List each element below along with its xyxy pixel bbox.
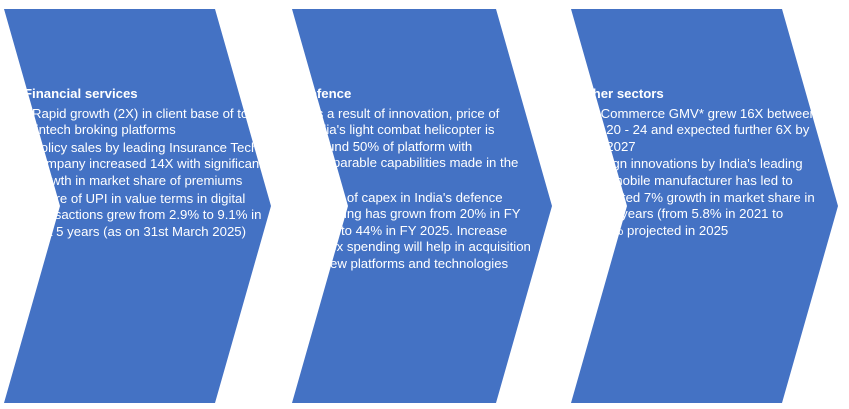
panel-financial-services: Financial services Rapid growth (2X) in … [24, 86, 270, 241]
bullet-list: Q-Commerce GMV* grew 16X between FY 20 -… [578, 106, 818, 240]
bullet-item: Design innovations by India's leading au… [578, 156, 818, 239]
bullet-item: Policy sales by leading Insurance Tech c… [24, 140, 270, 190]
bullet-item: Rapid growth (2X) in client base of top … [24, 106, 270, 139]
bullet-list: As a result of innovation, price of Indi… [300, 106, 538, 273]
panel-title: Other sectors [578, 86, 664, 101]
bullet-list: Rapid growth (2X) in client base of top … [24, 106, 270, 241]
panel-title: Financial services [24, 86, 138, 101]
bullet-item: Share of capex in India's defence spendi… [300, 190, 538, 273]
bullet-item: As a result of innovation, price of Indi… [300, 106, 538, 189]
panel-title: Defence [300, 86, 352, 101]
panel-other-sectors: Other sectors Q-Commerce GMV* grew 16X b… [578, 86, 818, 240]
bullet-item: Q-Commerce GMV* grew 16X between FY 20 -… [578, 106, 818, 156]
bullet-item: Share of UPI in value terms in digital t… [24, 191, 270, 241]
panel-defence: Defence As a result of innovation, price… [300, 86, 538, 274]
